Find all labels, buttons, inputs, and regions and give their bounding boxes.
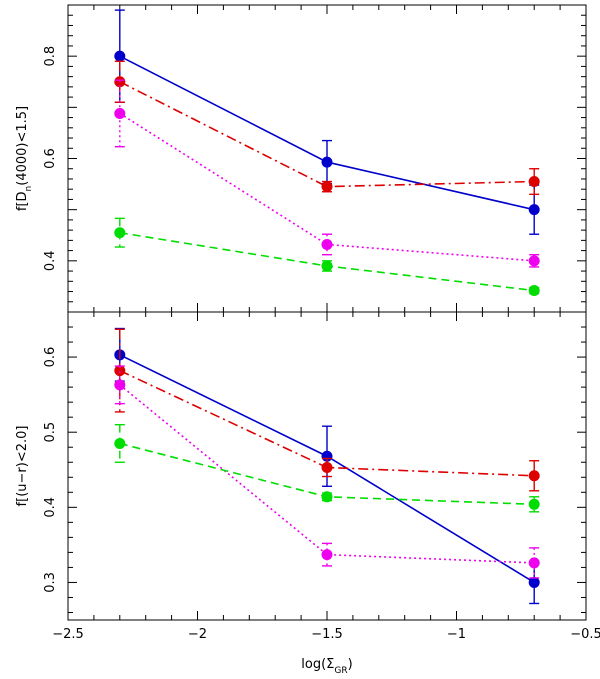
panel-2-ytick-label: 0.3	[43, 572, 58, 593]
xtick-label: −1.5	[311, 627, 343, 642]
series-green-dashed-point	[528, 498, 540, 510]
xtick-label: −2.5	[52, 627, 84, 642]
series-green-dashed-point	[114, 437, 126, 449]
series-green-dashed-point	[321, 260, 333, 272]
series-red-dashdot-point	[321, 462, 333, 474]
series-green-dashed-point	[528, 285, 540, 297]
series-magenta-dotted-point	[114, 379, 126, 391]
panel-1-ytick-label: 0.6	[43, 148, 58, 169]
series-magenta-dotted-line	[119, 384, 535, 564]
series-magenta-dotted-point	[321, 238, 333, 250]
series-blue-solid-point	[528, 204, 540, 216]
panel-1-ylabel: f[Dn(4000)<1.5]	[15, 106, 34, 211]
series-red-dashdot-point	[321, 181, 333, 193]
series-magenta-dotted-point	[528, 255, 540, 267]
xlabel: log(ΣGR)	[301, 657, 352, 676]
series-magenta-dotted-point	[528, 557, 540, 569]
series-red-dashdot-point	[528, 470, 540, 482]
series-magenta-dotted-point	[114, 107, 126, 119]
series-blue-solid-point	[528, 576, 540, 588]
panel-2-ytick-label: 0.5	[43, 422, 58, 443]
panel-2-ytick-label: 0.4	[43, 497, 58, 518]
series-blue-solid-point	[321, 156, 333, 168]
series-blue-solid-point	[114, 50, 126, 62]
series-magenta-dotted-point	[321, 549, 333, 561]
series-green-dashed-point	[114, 227, 126, 239]
xtick-label: −0.5	[570, 627, 600, 642]
panel-2-ytick-label: 0.6	[43, 347, 58, 368]
xtick-label: −1	[447, 627, 466, 642]
series-green-dashed-point	[321, 491, 333, 503]
panel-1-ytick-label: 0.8	[43, 46, 58, 67]
panel-1-ytick-label: 0.4	[43, 250, 58, 271]
xtick-label: −2	[188, 627, 207, 642]
series-red-dashdot-point	[528, 176, 540, 188]
panel-2-ylabel: f[(u−r)<2.0]	[15, 426, 30, 507]
